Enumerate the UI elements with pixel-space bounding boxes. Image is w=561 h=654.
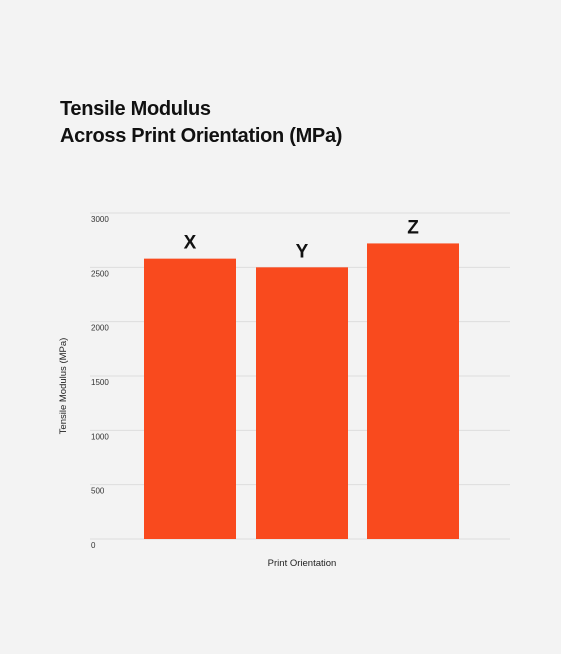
data-label-y: Y xyxy=(296,241,309,262)
bar-x xyxy=(144,258,236,539)
y-tick-label: 3000 xyxy=(91,215,109,224)
chart-title-block: Tensile Modulus Across Print Orientation… xyxy=(60,96,342,150)
data-label-x: X xyxy=(184,233,197,254)
y-tick-label: 1500 xyxy=(91,378,109,387)
y-tick-label: 0 xyxy=(91,541,96,550)
chart-subtitle: Across Print Orientation (MPa) xyxy=(60,125,343,147)
bars xyxy=(144,243,459,539)
y-tick-label: 1000 xyxy=(91,432,109,441)
data-labels: X Y Z xyxy=(184,217,420,262)
y-tick-label: 2000 xyxy=(91,324,109,333)
y-axis-title: Tensile Modulus (MPa) xyxy=(58,338,69,435)
y-axis-ticks: 0 500 1000 1500 2000 2500 3000 xyxy=(91,215,109,550)
bar-y xyxy=(256,267,348,539)
chart-title: Tensile Modulus xyxy=(60,98,211,120)
y-tick-label: 500 xyxy=(91,487,105,496)
data-label-z: Z xyxy=(407,217,419,238)
x-axis-title: Print Orientation xyxy=(268,558,337,569)
y-tick-label: 2500 xyxy=(91,269,109,278)
bar-z xyxy=(367,243,459,539)
